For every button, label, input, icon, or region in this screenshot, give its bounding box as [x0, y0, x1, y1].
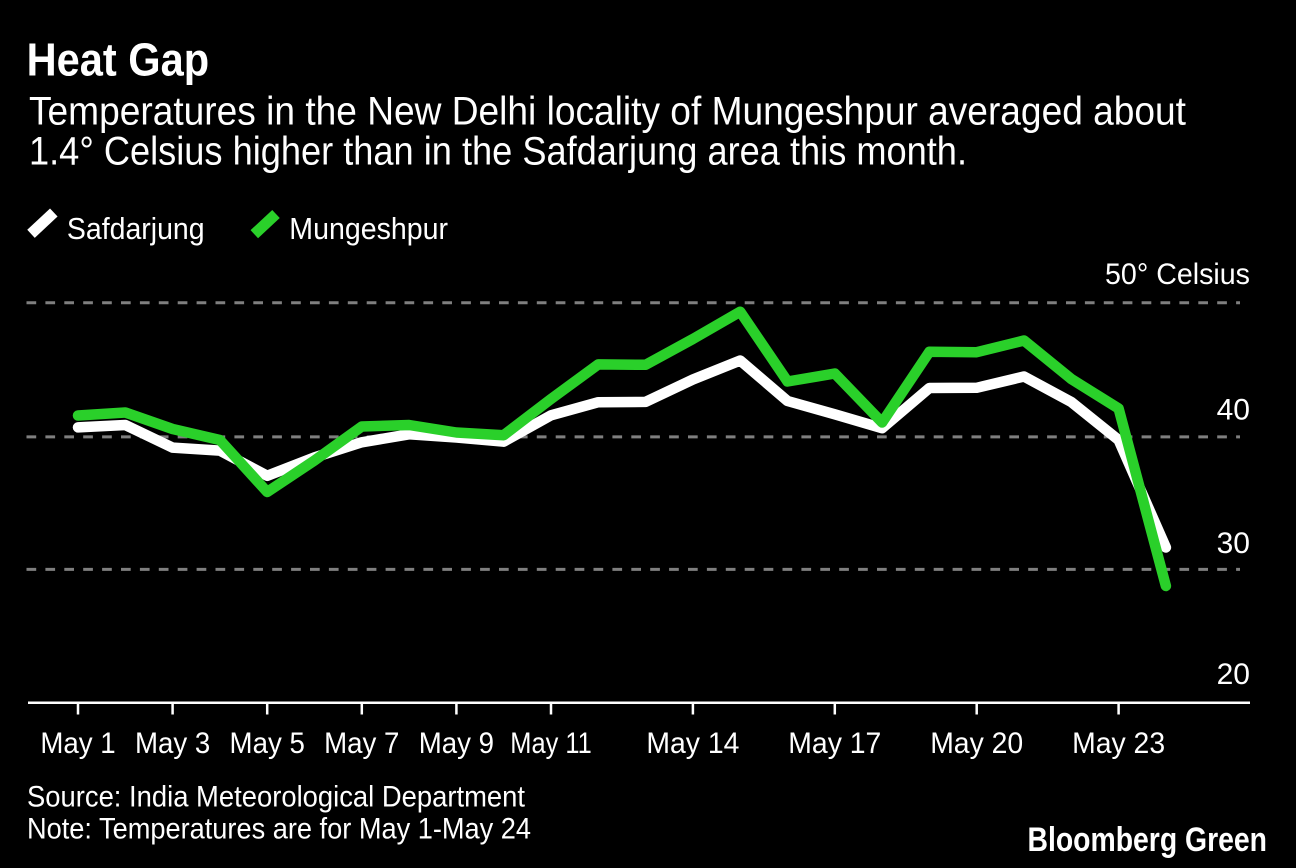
svg-text:50° Celsius: 50° Celsius: [1105, 258, 1250, 291]
svg-text:Note: Temperatures are for May: Note: Temperatures are for May 1-May 24: [27, 813, 531, 846]
svg-text:May 11: May 11: [510, 727, 591, 760]
svg-text:Mungeshpur: Mungeshpur: [289, 211, 448, 246]
svg-text:40: 40: [1217, 394, 1250, 427]
svg-text:May 7: May 7: [324, 727, 399, 760]
svg-text:20: 20: [1217, 658, 1250, 691]
svg-text:1.4° Celsius higher than in th: 1.4° Celsius higher than in the Safdarju…: [29, 130, 967, 174]
svg-text:Bloomberg Green: Bloomberg Green: [1028, 821, 1268, 859]
svg-text:May 20: May 20: [930, 727, 1023, 760]
svg-text:May 14: May 14: [646, 727, 739, 760]
svg-text:Heat Gap: Heat Gap: [27, 33, 210, 85]
svg-text:Safdarjung: Safdarjung: [67, 211, 205, 246]
svg-text:May 1: May 1: [40, 727, 115, 760]
svg-text:May 5: May 5: [230, 727, 305, 760]
svg-text:30: 30: [1217, 527, 1250, 560]
svg-text:May 9: May 9: [419, 727, 494, 760]
svg-text:Temperatures in the New Delhi: Temperatures in the New Delhi locality o…: [29, 90, 1186, 134]
svg-text:May 23: May 23: [1072, 727, 1165, 760]
svg-text:Source: India Meteorological D: Source: India Meteorological Department: [27, 780, 526, 813]
svg-text:May 3: May 3: [135, 727, 210, 760]
svg-text:May 17: May 17: [788, 727, 881, 760]
